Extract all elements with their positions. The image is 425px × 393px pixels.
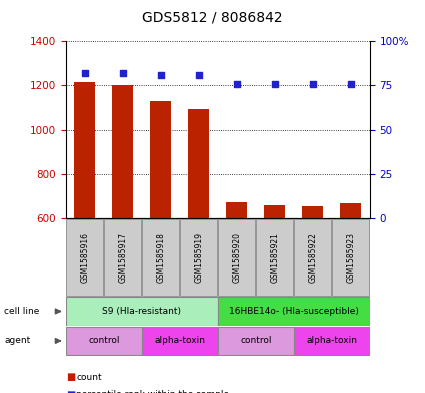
Text: GSM1585917: GSM1585917 [118, 232, 127, 283]
FancyBboxPatch shape [66, 327, 142, 355]
FancyBboxPatch shape [142, 219, 179, 296]
Point [82, 70, 88, 76]
Point [272, 81, 278, 87]
FancyBboxPatch shape [218, 219, 255, 296]
FancyBboxPatch shape [332, 219, 369, 296]
Text: percentile rank within the sample: percentile rank within the sample [76, 391, 230, 393]
Text: alpha-toxin: alpha-toxin [154, 336, 205, 345]
Text: 16HBE14o- (Hla-susceptible): 16HBE14o- (Hla-susceptible) [229, 307, 359, 316]
Point [119, 70, 126, 76]
FancyBboxPatch shape [66, 219, 103, 296]
Text: alpha-toxin: alpha-toxin [306, 336, 357, 345]
FancyBboxPatch shape [104, 219, 142, 296]
FancyBboxPatch shape [218, 297, 370, 325]
Text: GSM1585919: GSM1585919 [194, 232, 203, 283]
Bar [150, 101, 171, 218]
Point [196, 72, 202, 78]
Bar [188, 109, 209, 218]
FancyBboxPatch shape [142, 327, 218, 355]
Bar [340, 203, 361, 218]
Bar [227, 202, 247, 218]
Text: GSM1585922: GSM1585922 [308, 232, 317, 283]
FancyBboxPatch shape [180, 219, 218, 296]
Bar [74, 82, 95, 218]
Text: S9 (Hla-resistant): S9 (Hla-resistant) [102, 307, 181, 316]
Text: GSM1585916: GSM1585916 [80, 232, 89, 283]
FancyBboxPatch shape [218, 327, 294, 355]
Bar [264, 205, 285, 218]
Text: GSM1585920: GSM1585920 [232, 232, 241, 283]
Point [233, 81, 240, 87]
Text: control: control [88, 336, 119, 345]
Text: GSM1585918: GSM1585918 [156, 232, 165, 283]
Text: control: control [240, 336, 272, 345]
Text: ■: ■ [66, 390, 75, 393]
Point [347, 81, 354, 87]
FancyBboxPatch shape [294, 327, 370, 355]
FancyBboxPatch shape [294, 219, 332, 296]
Point [157, 72, 164, 78]
Text: count: count [76, 373, 102, 382]
Text: GSM1585923: GSM1585923 [346, 232, 355, 283]
Text: agent: agent [4, 336, 31, 345]
FancyBboxPatch shape [256, 219, 293, 296]
Text: cell line: cell line [4, 307, 40, 316]
Bar [112, 85, 133, 218]
Text: GSM1585921: GSM1585921 [270, 232, 279, 283]
Bar [302, 206, 323, 218]
Point [309, 81, 316, 87]
Text: GDS5812 / 8086842: GDS5812 / 8086842 [142, 11, 283, 25]
Text: ■: ■ [66, 372, 75, 382]
FancyBboxPatch shape [66, 297, 218, 325]
